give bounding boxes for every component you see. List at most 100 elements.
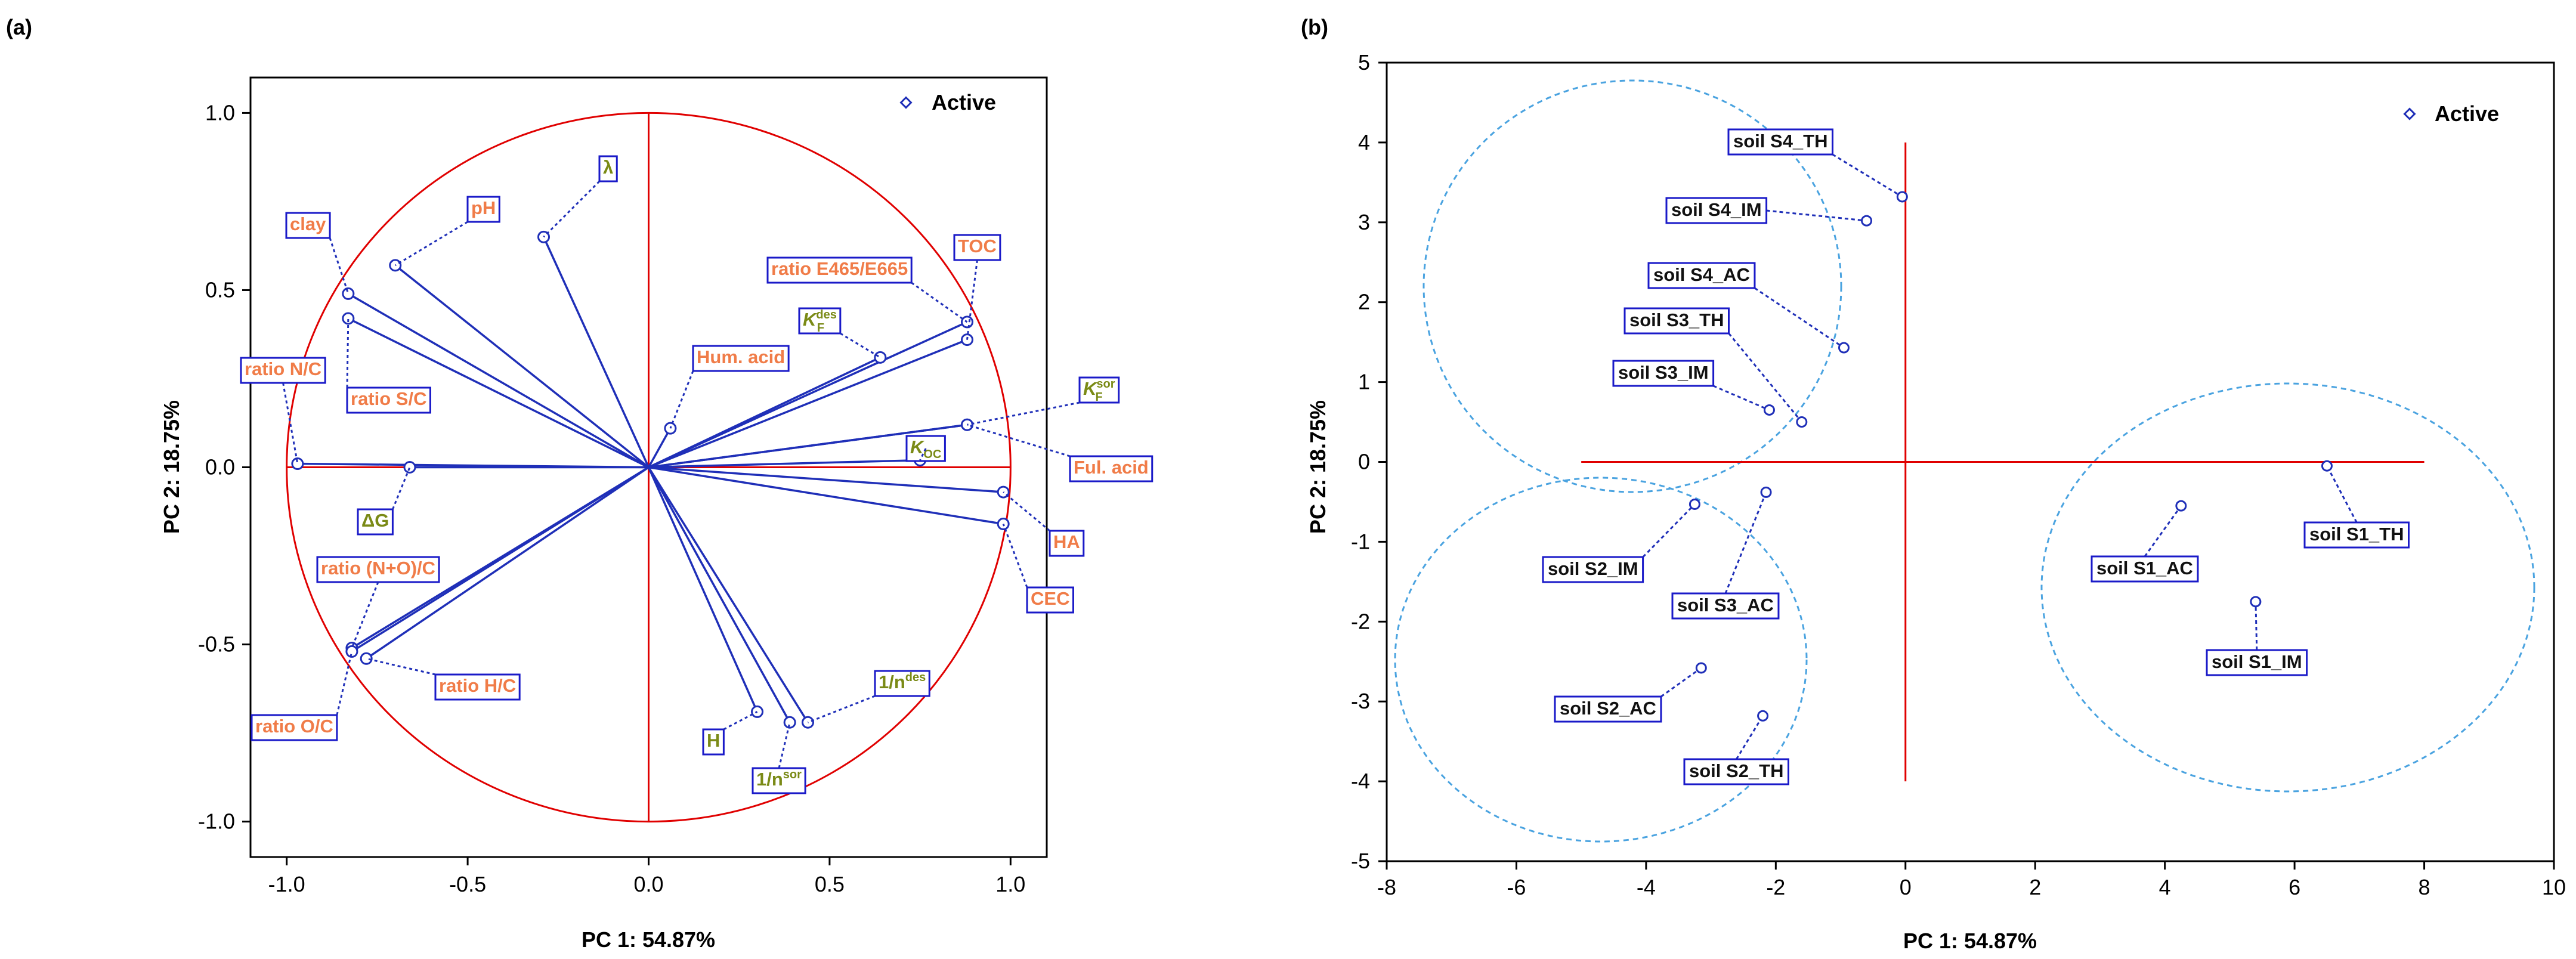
label-text: soil S4_TH [1733, 131, 1828, 151]
cluster-ellipse-1 [1422, 79, 1842, 493]
point-clay [342, 287, 355, 300]
panel-b-axes [1581, 142, 2425, 782]
leader-k-f-des [840, 332, 881, 358]
panel-a-unit-circle [286, 112, 1012, 823]
panel-b-legend: Active [2403, 101, 2499, 126]
panel-b-legend-label: Active [2435, 101, 2499, 126]
leader-ratio-s-c [346, 318, 350, 388]
panel-b-label: (b) [1301, 15, 1328, 39]
label-box [1612, 360, 1715, 387]
label-soil-s1-ac: soil S1_AC [2091, 555, 2199, 583]
legend-marker-icon [899, 96, 913, 109]
label-box [798, 307, 842, 335]
vector-ratio-h-c [366, 466, 650, 660]
y-tick-label: 4 [1358, 130, 1370, 154]
label-ph: pH [466, 196, 500, 223]
x-tick-label: 6 [2289, 875, 2300, 899]
leader-1-n-des [807, 695, 876, 723]
x-tick-label: 0 [1900, 875, 1912, 899]
leader-soil-s2-ac [1660, 667, 1702, 698]
point-soil-s4-th [1896, 191, 1908, 203]
label-soil-s3-im: soil S3_IM [1612, 360, 1715, 387]
leader-soil-s2-th [1735, 715, 1764, 760]
y-tick-label: -3 [1351, 689, 1370, 713]
label-ratio-o-c: ratio O/C [251, 714, 338, 741]
point-soil-s2-ac [1695, 662, 1707, 674]
x-tick-label: 1.0 [995, 872, 1025, 896]
label-text: ΔG [361, 510, 389, 531]
leader-soil-s2-im [1642, 503, 1696, 558]
panel-b-x-axis-title: PC 1: 54.87% [1903, 929, 2037, 953]
vector-hum-acid [647, 428, 672, 468]
panel-a-x-axis-title: PC 1: 54.87% [582, 927, 715, 952]
leader-ha [1003, 491, 1050, 532]
point-ratio-s-c [342, 312, 355, 325]
legend-marker-icon [2403, 107, 2416, 120]
label-text: 1/ndes [879, 671, 926, 692]
label-ha: HA [1049, 530, 1085, 557]
y-tick-label: -2 [1351, 609, 1370, 633]
label-soil-s3-th: soil S3_TH [1623, 307, 1730, 335]
label-text: soil S4_AC [1653, 264, 1750, 285]
label-soil-s3-ac: soil S3_AC [1671, 592, 1780, 620]
y-tick-label: 1.0 [205, 100, 235, 125]
panel-a-vectors [291, 230, 1010, 729]
panel-a-ticks: -1.0 -0.5 0.0 0.5 1.0 1.0 0.5 0.0 -0.5 -1.0 [198, 100, 1025, 896]
leader-1-n-sor [778, 722, 791, 769]
leader-ph [394, 221, 468, 267]
label-cec: CEC [1026, 586, 1074, 614]
leader-k-oc [919, 448, 927, 461]
label-text: Ful. acid [1074, 457, 1149, 478]
label-soil-s4-ac: soil S4_AC [1647, 262, 1756, 289]
label-text: TOC [958, 236, 997, 256]
x-tick-label: 2 [2029, 875, 2041, 899]
point-soil-s3-im [1763, 404, 1775, 416]
label-soil-s2-ac: soil S2_AC [1554, 695, 1662, 723]
label-text: ratio S/C [351, 388, 426, 409]
label-box [1078, 376, 1120, 404]
label-text: λ [603, 157, 613, 178]
label-box [434, 673, 521, 701]
panel-b-points [1689, 191, 2333, 722]
leader-soil-s1-th [2326, 465, 2358, 523]
label-soil-s1-im: soil S1_IM [2206, 649, 2308, 676]
label-box [692, 345, 790, 372]
label-text: soil S3_AC [1677, 595, 1774, 615]
label-k-f-des: Kdes F [798, 307, 842, 335]
label-box [466, 196, 500, 223]
vector-k-f-des [648, 356, 881, 469]
label-text: ratio N/C [245, 358, 321, 379]
label-text: ratio O/C [255, 716, 333, 737]
label-text: soil S2_TH [1689, 760, 1784, 781]
leader-ratio-o-c [336, 651, 353, 716]
label-text: KOC [910, 437, 941, 461]
label-: λ [598, 155, 618, 182]
vector-clay [347, 292, 650, 469]
label-box [2206, 649, 2308, 676]
label-box [1026, 586, 1074, 614]
y-tick-label: 0.5 [205, 277, 235, 302]
point-soil-s1-im [2250, 596, 2262, 608]
vector-ratio-s-c [348, 317, 650, 469]
label-k-f-sor: Ksor F [1078, 376, 1120, 404]
label-soil-s4-im: soil S4_IM [1665, 197, 1768, 224]
leader-k-f-sor [967, 401, 1080, 426]
leader-ful-acid [967, 423, 1071, 457]
vector-toc [648, 339, 968, 469]
label-ratio-n-c: ratio N/C [240, 357, 326, 384]
leader- [543, 180, 601, 238]
label-box [240, 357, 326, 384]
panel-a-y-axis-title: PC 2: 18.75% [159, 400, 184, 534]
label-box [1665, 197, 1768, 224]
vector- [542, 236, 650, 468]
y-tick-label: 2 [1358, 290, 1370, 314]
label-ratio-e465-e665: ratio E465/E665 [766, 256, 913, 284]
leader-soil-s4-th [1832, 153, 1903, 198]
x-tick-label: 4 [2159, 875, 2171, 899]
label-box [1727, 128, 1833, 156]
leader-cec [1002, 524, 1028, 588]
label-box [905, 435, 946, 462]
vector-cec [648, 466, 1004, 525]
